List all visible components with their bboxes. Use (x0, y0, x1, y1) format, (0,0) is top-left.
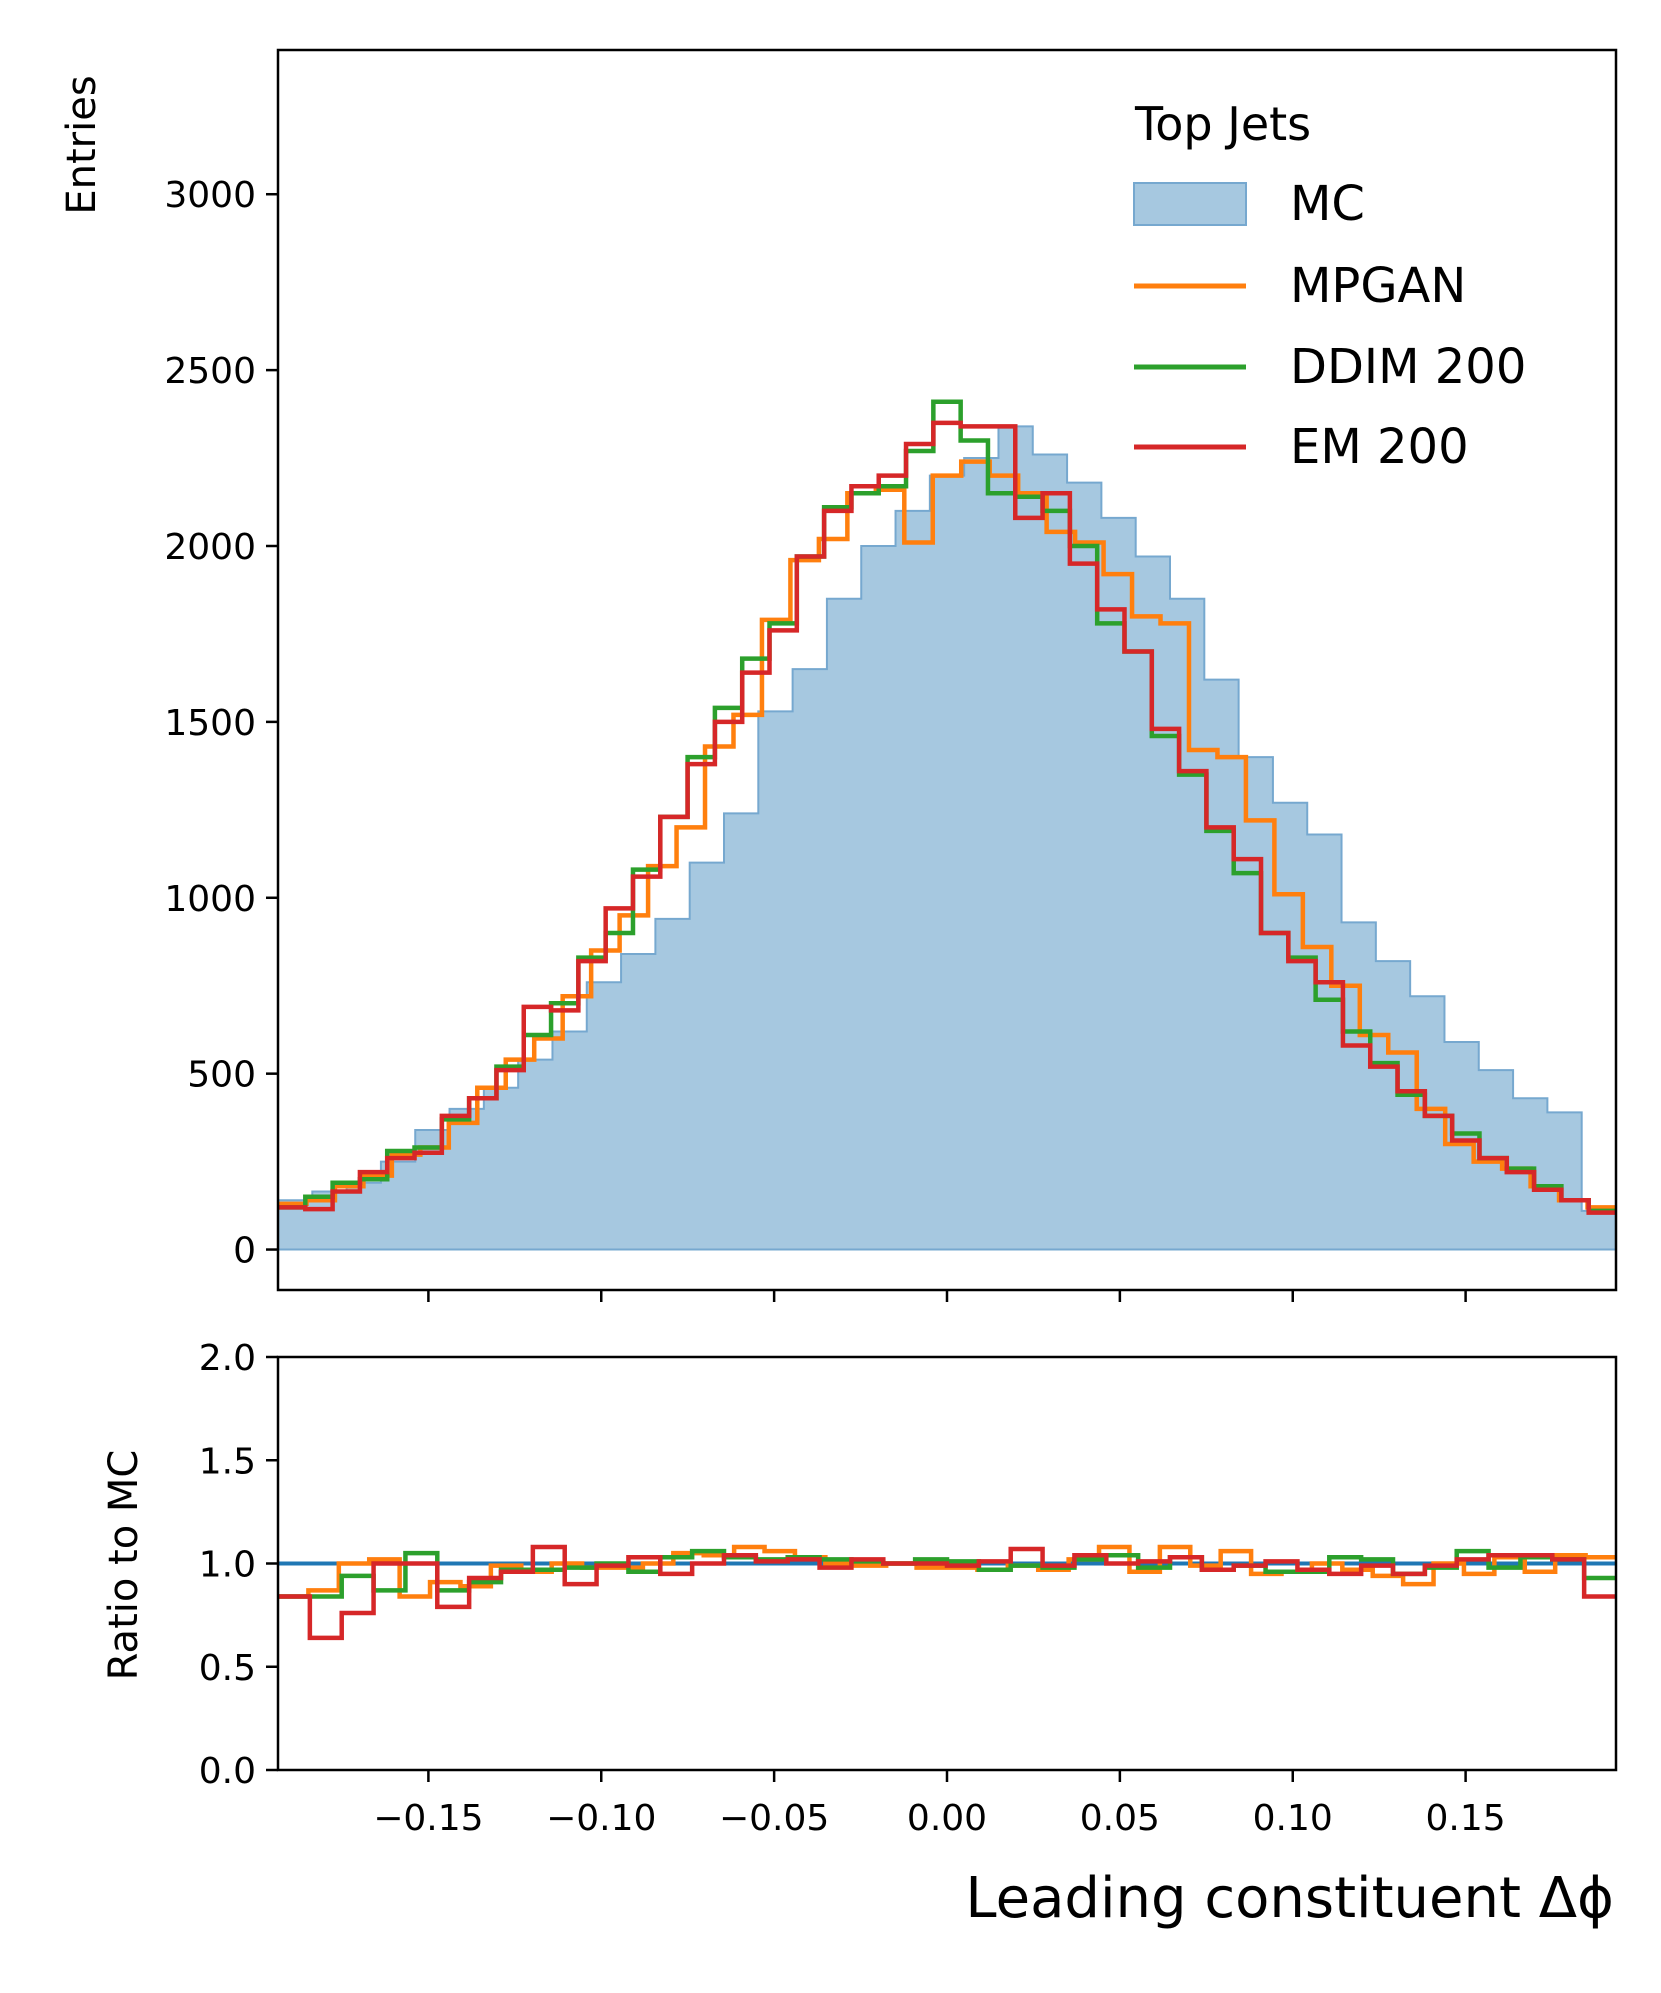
ratio-y-tick-label: 2.0 (199, 1338, 256, 1379)
main-y-axis-title: Entries (59, 75, 105, 214)
ratio-y-tick-label: 0.0 (199, 1751, 256, 1792)
series-em-200-line (278, 420, 1616, 1215)
legend-label-mpgan: MPGAN (1290, 258, 1466, 314)
series-ddim-200-line (278, 399, 1616, 1214)
ratio-x-tick-label: −0.10 (546, 1798, 656, 1839)
ratio-y-tick-label: 1.0 (199, 1545, 256, 1586)
ratio-x-tick-label: −0.15 (373, 1798, 483, 1839)
ratio-y-axis-title: Ratio to MC (101, 1450, 147, 1681)
ratio-y-axis: 0.0 0.5 1.0 1.5 2.0 (199, 1338, 278, 1792)
legend-title: Top Jets (1134, 97, 1311, 151)
ratio-y-tick-label: 1.5 (199, 1441, 256, 1482)
main-plot-area (278, 399, 1616, 1251)
main-y-tick-label: 2000 (164, 527, 256, 568)
legend-label-em: EM 200 (1290, 419, 1469, 475)
main-y-tick-label: 2500 (164, 351, 256, 392)
legend-label-ddim: DDIM 200 (1290, 339, 1526, 395)
ratio-panel: 0.0 0.5 1.0 1.5 2.0 −0.15 −0.10 −0.05 0.00 0.05 0… (101, 1338, 1618, 1931)
main-y-tick-label: 1500 (164, 703, 256, 744)
ratio-plot-area (278, 1544, 1616, 1641)
main-histogram-panel: 0 500 1000 1500 2000 2500 3000 Entries Top Jet… (59, 48, 1618, 1302)
legend: Top Jets MC MPGAN DDIM 200 EM 200 (1133, 97, 1526, 475)
main-y-tick-label: 1000 (164, 879, 256, 920)
main-y-tick-label: 0 (233, 1231, 256, 1272)
ratio-x-tick-label: −0.05 (719, 1798, 829, 1839)
ratio-x-tick-label: 0.00 (907, 1798, 987, 1839)
main-x-axis (427, 1290, 1467, 1302)
ratio-series-em-200-line (278, 1544, 1616, 1641)
ratio-x-tick-label: 0.10 (1253, 1798, 1333, 1839)
ratio-x-tick-label: 0.15 (1426, 1798, 1506, 1839)
ratio-x-axis: −0.15 −0.10 −0.05 0.00 0.05 0.10 0.15 (373, 1770, 1506, 1839)
ratio-y-tick-label: 0.5 (199, 1648, 256, 1689)
legend-label-mc: MC (1290, 176, 1365, 232)
series-mpgan-line (278, 459, 1616, 1210)
ratio-plot-frame (276, 1355, 1618, 1772)
legend-swatch-mc (1133, 182, 1247, 226)
main-plot-frame (276, 48, 1618, 1292)
main-y-tick-label: 500 (187, 1055, 256, 1096)
ratio-x-tick-label: 0.05 (1080, 1798, 1160, 1839)
main-y-tick-label: 3000 (164, 175, 256, 216)
main-y-axis: 0 500 1000 1500 2000 2500 3000 (164, 175, 278, 1272)
x-axis-title: Leading constituent Δϕ (965, 1866, 1614, 1931)
